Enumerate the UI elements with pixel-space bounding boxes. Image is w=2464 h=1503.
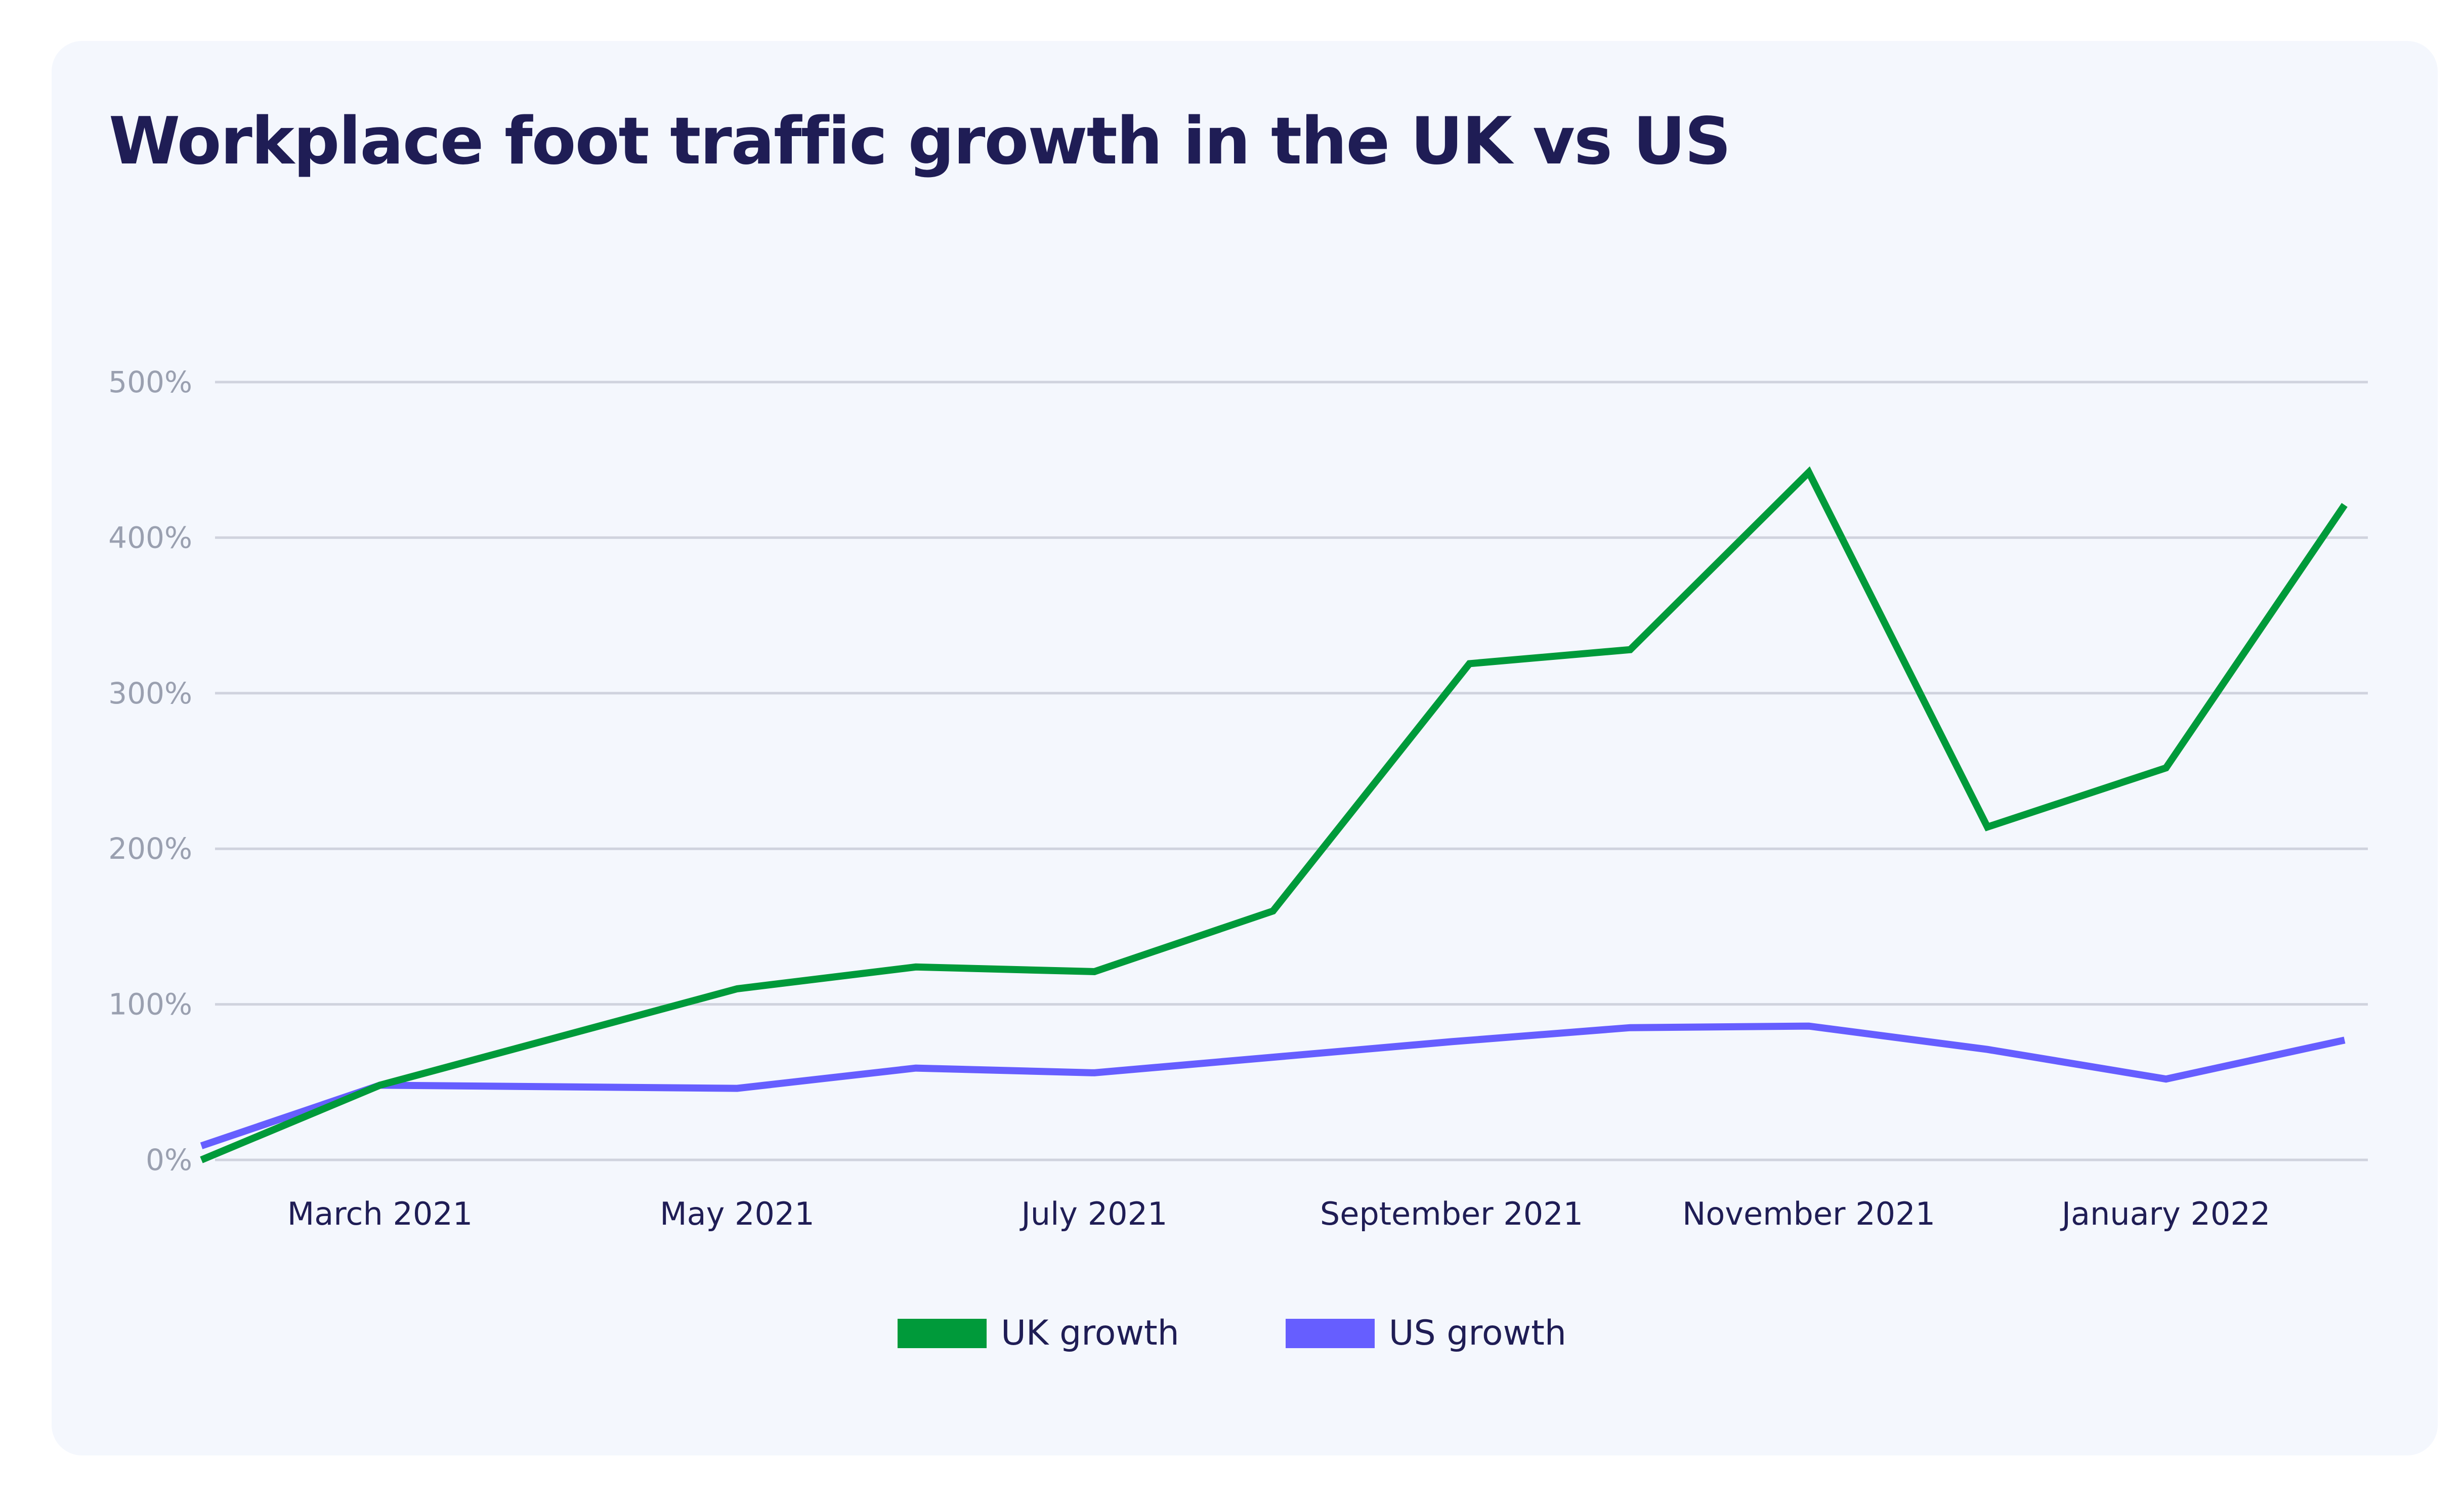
y-tick-label: 100% (108, 987, 192, 1022)
x-tick-label: September 2021 (1320, 1195, 1583, 1232)
series-line-us-growth (200, 1022, 2346, 1149)
legend-item-uk[interactable]: UK growth (898, 1313, 1179, 1353)
chart-card (52, 41, 2438, 1455)
legend-swatch-us (1285, 1318, 1375, 1348)
y-tick-label: 400% (108, 520, 192, 555)
y-tick-label: 500% (108, 365, 192, 399)
y-tick-label: 0% (146, 1143, 192, 1177)
series-lines (200, 466, 2348, 1163)
legend-swatch-uk (898, 1318, 987, 1348)
legend-item-us[interactable]: US growth (1285, 1313, 1566, 1353)
x-tick-label: January 2022 (2060, 1195, 2271, 1232)
x-tick-label: May 2021 (660, 1195, 815, 1232)
legend-label-us: US growth (1388, 1313, 1566, 1353)
chart-title: Workplace foot traffic growth in the UK … (109, 104, 1731, 179)
series-line-uk-growth (200, 466, 2348, 1163)
x-tick-label: March 2021 (287, 1195, 473, 1232)
legend: UK growth US growth (0, 1313, 2464, 1353)
legend-label-uk: UK growth (1001, 1313, 1179, 1353)
y-tick-label: 200% (108, 831, 192, 866)
x-axis-ticks: March 2021 May 2021 July 2021 September 202… (287, 1195, 2271, 1232)
gridlines (215, 381, 2368, 1161)
y-tick-label: 300% (108, 676, 192, 711)
x-tick-label: November 2021 (1682, 1195, 1935, 1232)
y-axis-ticks: 0% 100% 200% 300% 400% 500% (108, 365, 192, 1177)
x-tick-label: July 2021 (1019, 1195, 1168, 1232)
